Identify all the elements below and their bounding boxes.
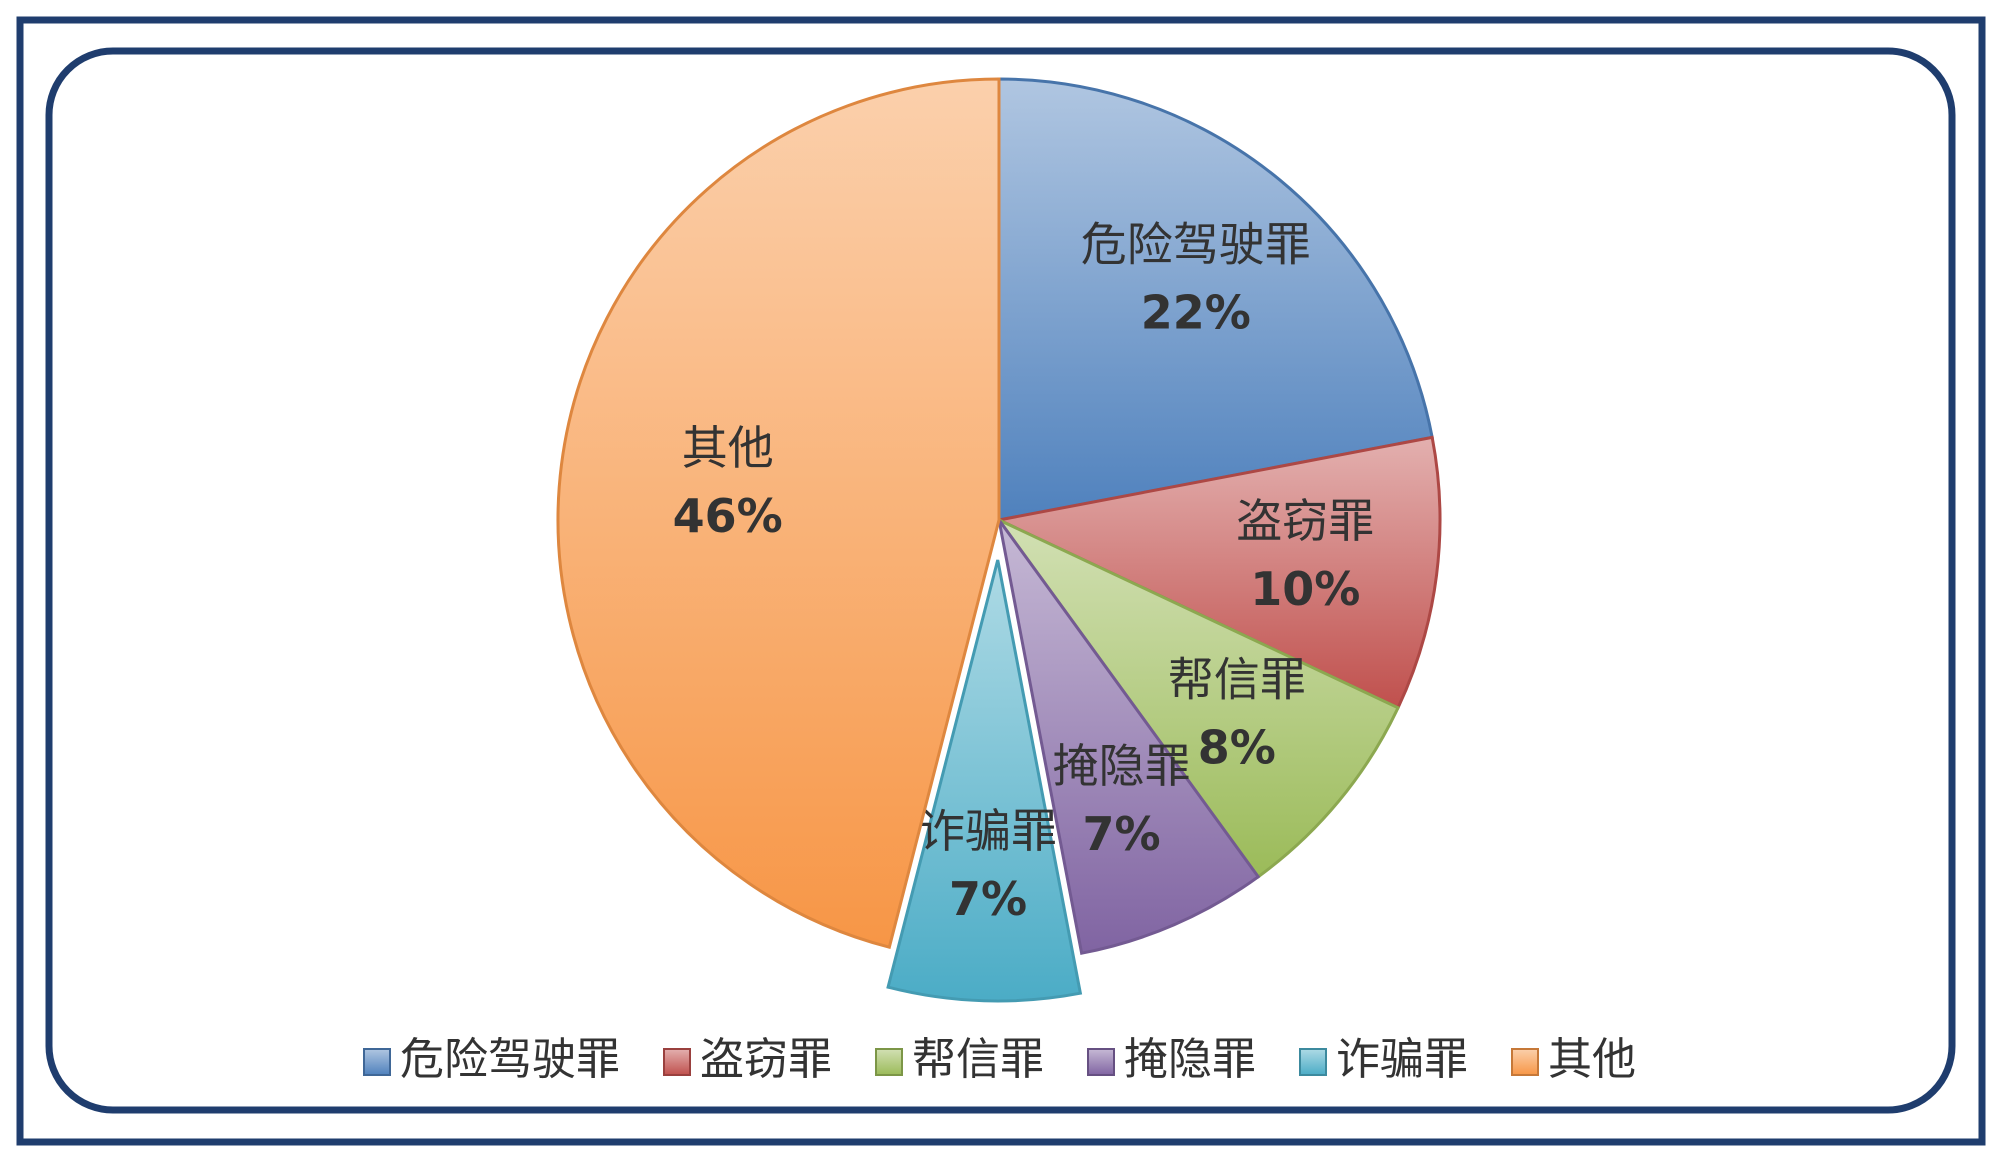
pie-slice (556, 77, 1001, 949)
legend: 危险驾驶罪 盗窃罪 帮信罪 掩隐罪 诈骗罪 其他 (363, 1034, 1636, 1085)
data-label-name: 危险驾驶罪 (1081, 218, 1311, 272)
data-label-name: 其他 (682, 421, 774, 475)
legend-label: 诈骗罪 (1336, 1034, 1468, 1085)
legend-swatch (1299, 1048, 1327, 1076)
data-label-name: 盗窃罪 (1236, 494, 1374, 548)
pie-slice (886, 559, 1083, 1003)
data-label-name: 帮信罪 (1168, 652, 1306, 706)
legend-swatch (875, 1048, 903, 1076)
data-label-value: 10% (1250, 562, 1360, 616)
data-label-value: 46% (673, 489, 783, 543)
pie-slice (997, 518, 1401, 879)
pie-slice (997, 519, 1261, 955)
data-label-value: 7% (1083, 807, 1161, 861)
legend-label: 掩隐罪 (1124, 1034, 1256, 1085)
data-label-value: 7% (949, 872, 1027, 926)
legend-swatch (1087, 1048, 1115, 1076)
legend-swatch (363, 1048, 391, 1076)
legend-label: 危险驾驶罪 (400, 1034, 620, 1085)
pie-slice (997, 77, 1434, 522)
data-label-name: 诈骗罪 (919, 804, 1057, 858)
pie-slice (994, 435, 1442, 710)
data-label-value: 22% (1141, 286, 1251, 340)
legend-swatch (663, 1048, 691, 1076)
legend-label: 帮信罪 (912, 1034, 1044, 1085)
legend-label: 盗窃罪 (700, 1034, 832, 1085)
legend-swatch (1511, 1048, 1539, 1076)
data-label-value: 8% (1198, 720, 1276, 774)
data-label-name: 掩隐罪 (1053, 739, 1191, 793)
legend-label: 其他 (1548, 1034, 1636, 1085)
